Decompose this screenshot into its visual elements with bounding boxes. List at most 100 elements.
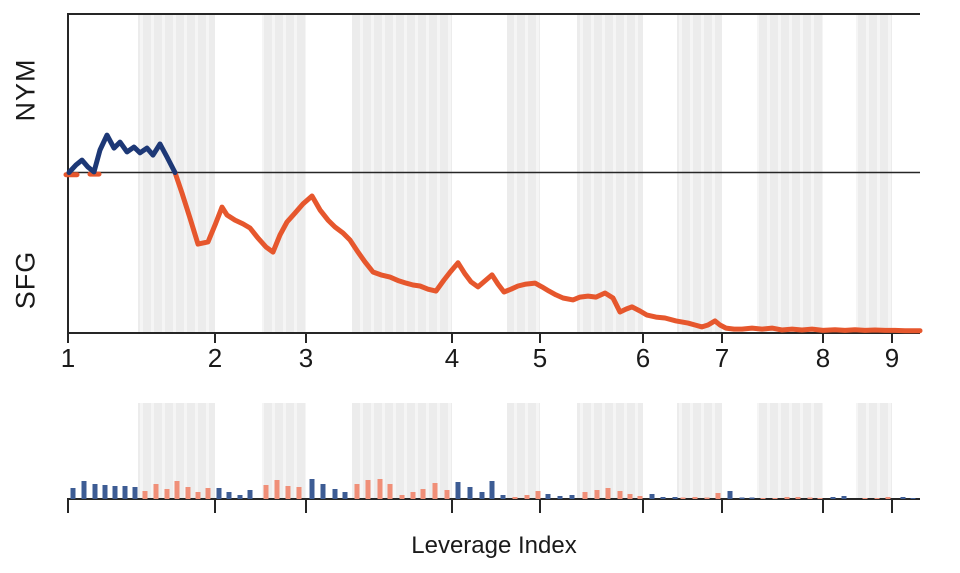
leverage-bar-nym (132, 487, 138, 499)
leverage-bar-nym (237, 495, 243, 499)
leverage-bar-sfg (164, 489, 170, 499)
leverage-bar-sfg (174, 481, 180, 499)
leverage-bar-nym (455, 482, 461, 499)
leverage-bar-sfg (285, 486, 291, 499)
leverage-bar-sfg (185, 487, 191, 499)
x-tick-label-9: 9 (884, 343, 900, 373)
half-inning-band-lower (507, 403, 540, 499)
leverage-bar-nym (739, 497, 745, 499)
leverage-bar-sfg (582, 492, 588, 499)
leverage-bar-sfg (807, 497, 813, 499)
wp-line-nym-segment (66, 132, 178, 175)
leverage-bar-nym (342, 492, 348, 499)
leverage-bar-sfg (377, 479, 383, 499)
leverage-bar-nym (122, 486, 128, 499)
leverage-bar-nym (749, 497, 755, 499)
leverage-bar-sfg (637, 496, 643, 499)
leverage-bar-nym (309, 479, 315, 499)
leverage-bar-nym (489, 481, 495, 499)
leverage-bar-nym (557, 496, 563, 499)
wp-line-sfg-segment (172, 170, 923, 334)
half-inning-band-lower (856, 403, 892, 499)
leverage-bar-sfg (715, 493, 721, 499)
leverage-bar-nym (900, 497, 906, 499)
leverage-bar-nym (830, 497, 836, 499)
leverage-bar-sfg (817, 498, 823, 499)
leverage-bar-nym (332, 489, 338, 499)
half-inning-band (507, 15, 540, 333)
leverage-bar-nym (649, 494, 655, 499)
leverage-bar-sfg (195, 492, 201, 499)
win-probability-lines (63, 132, 923, 334)
leverage-bar-sfg (874, 498, 880, 499)
leverage-bar-sfg (432, 483, 438, 499)
leverage-bar-nym (81, 481, 87, 499)
leverage-bar-sfg (444, 490, 450, 499)
x-tick-label-2: 2 (207, 343, 223, 373)
leverage-bar-sfg (153, 484, 159, 499)
leverage-index-bars (70, 479, 916, 499)
x-tick-label-3: 3 (298, 343, 314, 373)
leverage-bar-nym (102, 485, 108, 499)
leverage-bar-sfg (760, 498, 766, 499)
leverage-bar-sfg (617, 491, 623, 499)
half-inning-band-lower (262, 403, 306, 499)
leverage-bar-nym (672, 497, 678, 499)
leverage-bar-sfg (535, 491, 541, 499)
leverage-bar-sfg (354, 484, 360, 499)
leverage-bar-sfg (365, 480, 371, 499)
half-inning-band-lower (677, 403, 722, 499)
leverage-bar-nym (467, 487, 473, 499)
half-inning-band (677, 15, 722, 333)
leverage-bar-nym (660, 497, 666, 499)
half-inning-bands (138, 15, 892, 499)
leverage-bar-nym (112, 486, 118, 499)
leverage-bar-sfg (512, 497, 518, 499)
leverage-bar-nym (910, 498, 916, 499)
leverage-bar-sfg (274, 480, 280, 499)
leverage-bar-nym (569, 495, 575, 499)
leverage-bar-sfg (296, 487, 302, 499)
y-axis-label-nym: NYM (10, 58, 41, 122)
leverage-bar-nym (500, 495, 506, 499)
leverage-bar-nym (320, 484, 326, 499)
x-tick-label-4: 4 (444, 343, 460, 373)
x-tick-label-7: 7 (714, 343, 730, 373)
leverage-bar-nym (545, 494, 551, 499)
leverage-bar-sfg (387, 484, 393, 499)
leverage-bar-nym (216, 488, 222, 499)
leverage-bar-sfg (885, 497, 891, 499)
leverage-bar-sfg (680, 497, 686, 499)
leverage-bar-sfg (795, 497, 801, 499)
leverage-bar-sfg (410, 492, 416, 499)
x-tick-label-6: 6 (635, 343, 651, 373)
half-inning-band-lower (577, 403, 643, 499)
x-tick-label-5: 5 (532, 343, 548, 373)
x-axis-title: Leverage Index (411, 532, 577, 559)
leverage-bar-sfg (594, 490, 600, 499)
leverage-bar-sfg (263, 485, 269, 499)
leverage-bar-nym (841, 496, 847, 499)
half-inning-band (262, 15, 306, 333)
leverage-bar-sfg (605, 488, 611, 499)
leverage-bar-sfg (142, 491, 148, 499)
leverage-bar-nym (247, 490, 253, 499)
half-inning-band-lower (757, 403, 823, 499)
leverage-bar-sfg (692, 497, 698, 499)
leverage-bar-sfg (524, 495, 530, 499)
leverage-bar-nym (727, 491, 733, 499)
x-tick-label-8: 8 (815, 343, 831, 373)
leverage-bar-nym (479, 492, 485, 499)
leverage-bar-nym (226, 492, 232, 499)
y-axis-label-sfg: SFG (10, 250, 41, 310)
half-inning-band (856, 15, 892, 333)
leverage-bar-nym (70, 488, 76, 499)
leverage-bar-nym (92, 484, 98, 499)
leverage-bar-sfg (420, 489, 426, 499)
x-tick-label-1: 1 (60, 343, 76, 373)
leverage-bar-sfg (704, 497, 710, 499)
leverage-bar-sfg (772, 498, 778, 499)
leverage-bar-sfg (399, 495, 405, 499)
